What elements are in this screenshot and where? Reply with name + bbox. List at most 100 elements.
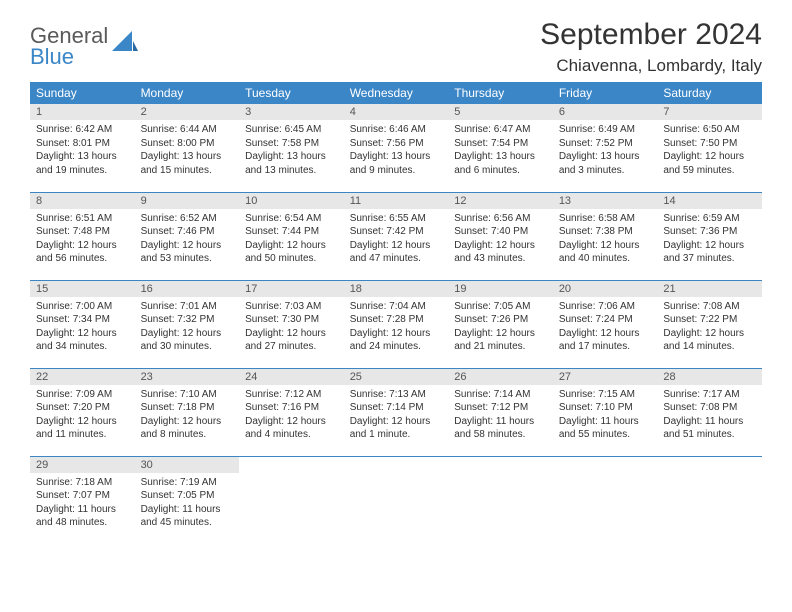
calendar-week-row: 15Sunrise: 7:00 AMSunset: 7:34 PMDayligh… — [30, 280, 762, 368]
day-number: 2 — [135, 104, 240, 120]
day-details: Sunrise: 7:14 AMSunset: 7:12 PMDaylight:… — [448, 385, 553, 446]
day-details: Sunrise: 6:55 AMSunset: 7:42 PMDaylight:… — [344, 209, 449, 270]
day-number: 9 — [135, 193, 240, 209]
weekday-header: Wednesday — [344, 82, 449, 104]
title-block: September 2024 Chiavenna, Lombardy, Ital… — [540, 18, 762, 76]
calendar-day-cell: 20Sunrise: 7:06 AMSunset: 7:24 PMDayligh… — [553, 280, 658, 368]
day-details: Sunrise: 6:46 AMSunset: 7:56 PMDaylight:… — [344, 120, 449, 181]
calendar-day-cell: 6Sunrise: 6:49 AMSunset: 7:52 PMDaylight… — [553, 104, 658, 192]
day-number: 14 — [657, 193, 762, 209]
day-number: 5 — [448, 104, 553, 120]
calendar-day-cell: 11Sunrise: 6:55 AMSunset: 7:42 PMDayligh… — [344, 192, 449, 280]
weekday-header: Saturday — [657, 82, 762, 104]
calendar-day-cell: 5Sunrise: 6:47 AMSunset: 7:54 PMDaylight… — [448, 104, 553, 192]
calendar-day-cell: 14Sunrise: 6:59 AMSunset: 7:36 PMDayligh… — [657, 192, 762, 280]
calendar-day-cell: 24Sunrise: 7:12 AMSunset: 7:16 PMDayligh… — [239, 368, 344, 456]
day-details: Sunrise: 7:18 AMSunset: 7:07 PMDaylight:… — [30, 473, 135, 534]
weekday-header: Friday — [553, 82, 658, 104]
day-number: 30 — [135, 457, 240, 473]
calendar-day-cell: 13Sunrise: 6:58 AMSunset: 7:38 PMDayligh… — [553, 192, 658, 280]
calendar-empty-cell — [553, 456, 658, 544]
calendar-table: SundayMondayTuesdayWednesdayThursdayFrid… — [30, 82, 762, 544]
calendar-day-cell: 2Sunrise: 6:44 AMSunset: 8:00 PMDaylight… — [135, 104, 240, 192]
day-number: 6 — [553, 104, 658, 120]
day-details: Sunrise: 7:17 AMSunset: 7:08 PMDaylight:… — [657, 385, 762, 446]
day-number: 12 — [448, 193, 553, 209]
day-details: Sunrise: 6:52 AMSunset: 7:46 PMDaylight:… — [135, 209, 240, 270]
day-details: Sunrise: 7:09 AMSunset: 7:20 PMDaylight:… — [30, 385, 135, 446]
day-number: 15 — [30, 281, 135, 297]
location: Chiavenna, Lombardy, Italy — [540, 56, 762, 76]
day-details: Sunrise: 6:42 AMSunset: 8:01 PMDaylight:… — [30, 120, 135, 181]
day-details: Sunrise: 7:06 AMSunset: 7:24 PMDaylight:… — [553, 297, 658, 358]
day-number: 3 — [239, 104, 344, 120]
day-details: Sunrise: 6:54 AMSunset: 7:44 PMDaylight:… — [239, 209, 344, 270]
calendar-day-cell: 18Sunrise: 7:04 AMSunset: 7:28 PMDayligh… — [344, 280, 449, 368]
day-details: Sunrise: 6:59 AMSunset: 7:36 PMDaylight:… — [657, 209, 762, 270]
brand-line2: Blue — [30, 47, 108, 68]
day-details: Sunrise: 7:15 AMSunset: 7:10 PMDaylight:… — [553, 385, 658, 446]
day-details: Sunrise: 7:01 AMSunset: 7:32 PMDaylight:… — [135, 297, 240, 358]
calendar-day-cell: 29Sunrise: 7:18 AMSunset: 7:07 PMDayligh… — [30, 456, 135, 544]
calendar-day-cell: 8Sunrise: 6:51 AMSunset: 7:48 PMDaylight… — [30, 192, 135, 280]
day-details: Sunrise: 7:13 AMSunset: 7:14 PMDaylight:… — [344, 385, 449, 446]
calendar-week-row: 29Sunrise: 7:18 AMSunset: 7:07 PMDayligh… — [30, 456, 762, 544]
calendar-day-cell: 1Sunrise: 6:42 AMSunset: 8:01 PMDaylight… — [30, 104, 135, 192]
day-details: Sunrise: 6:50 AMSunset: 7:50 PMDaylight:… — [657, 120, 762, 181]
calendar-day-cell: 30Sunrise: 7:19 AMSunset: 7:05 PMDayligh… — [135, 456, 240, 544]
day-details: Sunrise: 6:51 AMSunset: 7:48 PMDaylight:… — [30, 209, 135, 270]
header: General Blue September 2024 Chiavenna, L… — [30, 18, 762, 76]
day-number: 24 — [239, 369, 344, 385]
month-title: September 2024 — [540, 18, 762, 52]
day-number: 18 — [344, 281, 449, 297]
day-number: 25 — [344, 369, 449, 385]
calendar-day-cell: 27Sunrise: 7:15 AMSunset: 7:10 PMDayligh… — [553, 368, 658, 456]
calendar-day-cell: 4Sunrise: 6:46 AMSunset: 7:56 PMDaylight… — [344, 104, 449, 192]
calendar-empty-cell — [344, 456, 449, 544]
calendar-day-cell: 10Sunrise: 6:54 AMSunset: 7:44 PMDayligh… — [239, 192, 344, 280]
day-number: 21 — [657, 281, 762, 297]
calendar-empty-cell — [239, 456, 344, 544]
day-number: 26 — [448, 369, 553, 385]
calendar-week-row: 22Sunrise: 7:09 AMSunset: 7:20 PMDayligh… — [30, 368, 762, 456]
day-details: Sunrise: 6:58 AMSunset: 7:38 PMDaylight:… — [553, 209, 658, 270]
day-number: 8 — [30, 193, 135, 209]
day-number: 1 — [30, 104, 135, 120]
day-details: Sunrise: 7:05 AMSunset: 7:26 PMDaylight:… — [448, 297, 553, 358]
calendar-day-cell: 3Sunrise: 6:45 AMSunset: 7:58 PMDaylight… — [239, 104, 344, 192]
day-number: 4 — [344, 104, 449, 120]
day-details: Sunrise: 6:56 AMSunset: 7:40 PMDaylight:… — [448, 209, 553, 270]
day-number: 22 — [30, 369, 135, 385]
day-details: Sunrise: 7:08 AMSunset: 7:22 PMDaylight:… — [657, 297, 762, 358]
calendar-day-cell: 28Sunrise: 7:17 AMSunset: 7:08 PMDayligh… — [657, 368, 762, 456]
day-number: 16 — [135, 281, 240, 297]
day-number: 23 — [135, 369, 240, 385]
calendar-day-cell: 25Sunrise: 7:13 AMSunset: 7:14 PMDayligh… — [344, 368, 449, 456]
day-details: Sunrise: 6:49 AMSunset: 7:52 PMDaylight:… — [553, 120, 658, 181]
day-details: Sunrise: 7:19 AMSunset: 7:05 PMDaylight:… — [135, 473, 240, 534]
day-number: 13 — [553, 193, 658, 209]
calendar-day-cell: 22Sunrise: 7:09 AMSunset: 7:20 PMDayligh… — [30, 368, 135, 456]
calendar-week-row: 1Sunrise: 6:42 AMSunset: 8:01 PMDaylight… — [30, 104, 762, 192]
calendar-day-cell: 7Sunrise: 6:50 AMSunset: 7:50 PMDaylight… — [657, 104, 762, 192]
day-details: Sunrise: 7:04 AMSunset: 7:28 PMDaylight:… — [344, 297, 449, 358]
brand-logo: General Blue — [30, 18, 138, 68]
calendar-day-cell: 17Sunrise: 7:03 AMSunset: 7:30 PMDayligh… — [239, 280, 344, 368]
calendar-day-cell: 19Sunrise: 7:05 AMSunset: 7:26 PMDayligh… — [448, 280, 553, 368]
weekday-header-row: SundayMondayTuesdayWednesdayThursdayFrid… — [30, 82, 762, 104]
day-number: 17 — [239, 281, 344, 297]
calendar-day-cell: 23Sunrise: 7:10 AMSunset: 7:18 PMDayligh… — [135, 368, 240, 456]
calendar-day-cell: 16Sunrise: 7:01 AMSunset: 7:32 PMDayligh… — [135, 280, 240, 368]
day-details: Sunrise: 7:00 AMSunset: 7:34 PMDaylight:… — [30, 297, 135, 358]
calendar-week-row: 8Sunrise: 6:51 AMSunset: 7:48 PMDaylight… — [30, 192, 762, 280]
day-number: 19 — [448, 281, 553, 297]
day-number: 10 — [239, 193, 344, 209]
calendar-day-cell: 15Sunrise: 7:00 AMSunset: 7:34 PMDayligh… — [30, 280, 135, 368]
calendar-empty-cell — [448, 456, 553, 544]
day-details: Sunrise: 7:10 AMSunset: 7:18 PMDaylight:… — [135, 385, 240, 446]
day-number: 7 — [657, 104, 762, 120]
calendar-empty-cell — [657, 456, 762, 544]
calendar-day-cell: 12Sunrise: 6:56 AMSunset: 7:40 PMDayligh… — [448, 192, 553, 280]
calendar-day-cell: 26Sunrise: 7:14 AMSunset: 7:12 PMDayligh… — [448, 368, 553, 456]
day-details: Sunrise: 6:45 AMSunset: 7:58 PMDaylight:… — [239, 120, 344, 181]
